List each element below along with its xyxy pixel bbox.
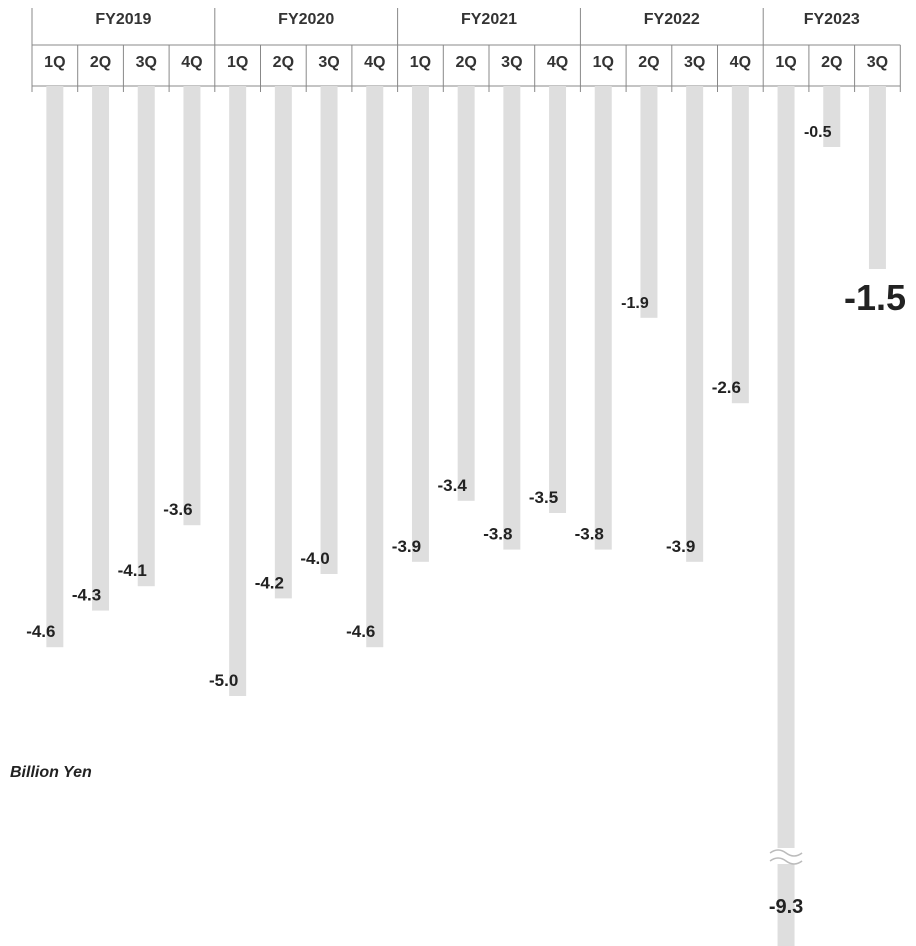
quarter-label: 4Q — [547, 54, 568, 71]
bar-value-label: -4.0 — [300, 549, 329, 568]
bar — [183, 86, 201, 526]
bar — [823, 86, 841, 147]
bar-value-label: -1.9 — [621, 295, 649, 312]
bar-value-label: -4.6 — [346, 622, 375, 641]
quarter-label: 2Q — [638, 54, 659, 71]
bar-value-label: -3.8 — [575, 525, 604, 544]
quarter-label: 2Q — [455, 54, 476, 71]
bar-value-label: -4.2 — [255, 573, 284, 592]
fiscal-year-label: FY2019 — [95, 11, 151, 28]
bar — [457, 86, 475, 501]
bar-value-label: -3.6 — [163, 500, 192, 519]
bar-value-label: -4.3 — [72, 586, 101, 605]
quarter-label: 3Q — [684, 54, 705, 71]
quarter-label: 4Q — [181, 54, 202, 71]
quarter-label: 1Q — [227, 54, 248, 71]
bar — [274, 86, 292, 599]
bar — [46, 86, 64, 648]
bar-value-label: -5.0 — [209, 671, 238, 690]
bar-value-label: -3.4 — [438, 476, 468, 495]
bar-value-label: -9.3 — [769, 896, 803, 918]
quarter-label: 3Q — [136, 54, 157, 71]
bar-value-label: -3.5 — [529, 488, 558, 507]
quarter-label: 4Q — [730, 54, 751, 71]
bar — [320, 86, 338, 574]
bar — [594, 86, 612, 550]
axis-break-gap — [770, 848, 803, 864]
fiscal-year-label: FY2021 — [461, 11, 517, 28]
bar-value-label: -0.5 — [804, 124, 832, 141]
bar — [411, 86, 429, 562]
bar — [229, 86, 247, 696]
fiscal-year-label: FY2020 — [278, 11, 334, 28]
bar-value-label: -3.9 — [666, 537, 695, 556]
bar — [640, 86, 658, 318]
bar-value-label: -2.6 — [712, 378, 741, 397]
quarter-label: 1Q — [410, 54, 431, 71]
quarter-label: 3Q — [501, 54, 522, 71]
bar — [549, 86, 567, 513]
fiscal-year-label: FY2022 — [644, 11, 700, 28]
bar — [868, 86, 886, 269]
unit-label: Billion Yen — [10, 764, 92, 781]
bar — [777, 86, 795, 946]
bar — [137, 86, 155, 587]
bar-value-label: -4.6 — [26, 622, 55, 641]
bar-value-label: -4.1 — [118, 561, 147, 580]
quarter-label: 2Q — [821, 54, 842, 71]
axis-break-mark — [769, 857, 803, 865]
quarter-label: 2Q — [90, 54, 111, 71]
bar-value-label: -1.5 — [844, 277, 906, 318]
bar — [731, 86, 749, 404]
bar-value-label: -3.8 — [483, 525, 512, 544]
quarter-label: 4Q — [364, 54, 385, 71]
bar — [366, 86, 384, 648]
quarter-label: 1Q — [44, 54, 65, 71]
axis-break-mark — [769, 849, 803, 857]
quarter-label: 1Q — [593, 54, 614, 71]
quarter-label: 2Q — [273, 54, 294, 71]
bar — [503, 86, 521, 550]
quarter-label: 1Q — [775, 54, 796, 71]
bar — [686, 86, 704, 562]
bar — [92, 86, 110, 611]
quarter-label: 3Q — [867, 54, 888, 71]
quarter-label: 3Q — [318, 54, 339, 71]
fiscal-year-label: FY2023 — [804, 11, 860, 28]
bar-value-label: -3.9 — [392, 537, 421, 556]
